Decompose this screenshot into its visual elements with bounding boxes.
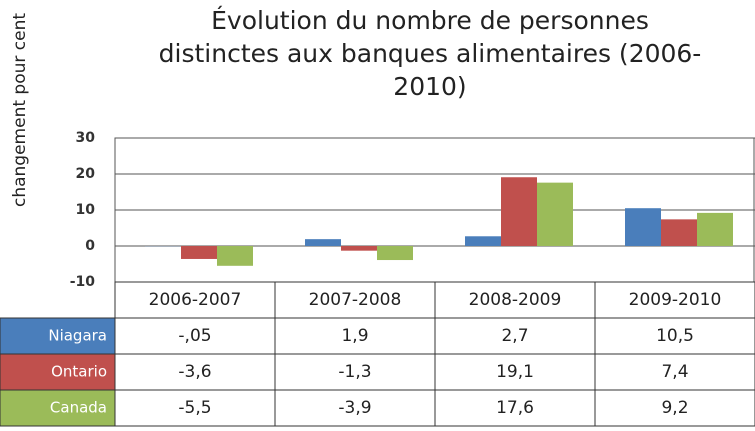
bar <box>377 246 413 261</box>
legend-label: Ontario <box>51 363 107 381</box>
data-label: 2,7 <box>501 326 528 346</box>
x-tick-label: 2009-2010 <box>629 290 722 310</box>
data-label: -5,5 <box>178 398 211 418</box>
legend-label: Canada <box>50 399 107 417</box>
bar <box>697 212 733 246</box>
bar <box>625 208 661 246</box>
data-label: -3,6 <box>178 362 211 382</box>
x-tick-label: 2007-2008 <box>309 290 402 310</box>
y-tick-label: 20 <box>76 166 96 182</box>
data-label: -1,3 <box>338 362 371 382</box>
y-tick-label: -10 <box>70 274 96 290</box>
bar <box>537 182 573 246</box>
data-label: 1,9 <box>341 326 368 346</box>
legend-cell <box>0 317 116 355</box>
data-label: 19,1 <box>496 362 534 382</box>
data-label: -,05 <box>178 326 211 346</box>
chart-title: Évolution du nombre de personnes distinc… <box>158 6 702 101</box>
data-label: 17,6 <box>496 398 534 418</box>
x-tick-label: 2006-2007 <box>149 290 242 310</box>
data-label: 9,2 <box>661 398 688 418</box>
data-label: -3,9 <box>338 398 371 418</box>
y-tick-label: 0 <box>85 238 95 254</box>
data-label: 7,4 <box>661 362 688 382</box>
legend-cell <box>0 389 116 427</box>
bar <box>501 177 537 246</box>
bar <box>181 246 217 259</box>
bar <box>661 219 697 246</box>
y-tick-label: 30 <box>76 130 96 146</box>
y-axis-label: changement pour cent <box>10 13 30 207</box>
y-tick-label: 10 <box>76 202 96 218</box>
legend-label: Niagara <box>48 327 107 345</box>
data-label: 10,5 <box>656 326 694 346</box>
bar <box>217 246 253 266</box>
bar <box>341 246 377 251</box>
x-tick-label: 2008-2009 <box>469 290 562 310</box>
bar <box>465 236 501 246</box>
bar <box>305 239 341 246</box>
